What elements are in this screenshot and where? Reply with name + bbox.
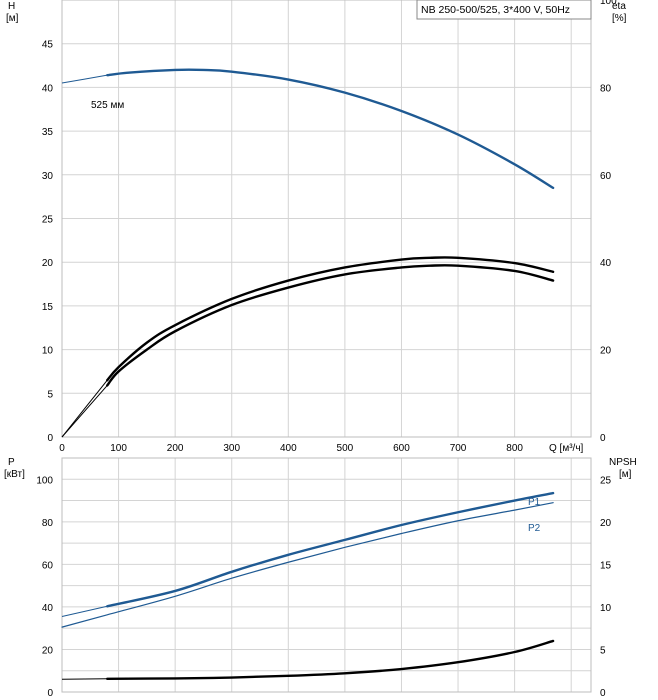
top-series-1-line bbox=[106, 256, 555, 382]
top-left-axis-label-line2: [м] bbox=[6, 13, 19, 24]
x-tick-label: 600 bbox=[393, 443, 410, 454]
x-tick-label: 200 bbox=[167, 443, 184, 454]
bottom-right-tick-label: 25 bbox=[600, 475, 612, 486]
bottom-tick-labels: 0 20 40 60 80 100 0 5 10 15 20 25 bbox=[36, 475, 611, 699]
top-series-0-extrapolated-line bbox=[61, 74, 108, 84]
top-left-tick-label: 35 bbox=[42, 127, 54, 138]
bottom-series-1-line bbox=[61, 502, 554, 628]
top-right-tick-label: 0 bbox=[600, 433, 606, 444]
top-left-tick-label: 20 bbox=[42, 258, 54, 269]
bottom-left-tick-label: 20 bbox=[42, 645, 54, 656]
x-tick-label: 400 bbox=[280, 443, 297, 454]
x-tick-label: 100 bbox=[110, 443, 127, 454]
x-tick-label: 300 bbox=[223, 443, 240, 454]
top-left-tick-label: 0 bbox=[47, 433, 53, 444]
top-right-axis-label-line2: [%] bbox=[612, 13, 627, 24]
x-tick-label: 800 bbox=[506, 443, 523, 454]
x-tick-label: 0 bbox=[59, 443, 65, 454]
top-right-axis-label-line1: eta bbox=[612, 1, 626, 12]
bottom-left-tick-label: 0 bbox=[47, 688, 53, 699]
bottom-right-axis-label-line1: NPSH bbox=[609, 457, 637, 468]
top-left-tick-label: 10 bbox=[42, 346, 54, 357]
impeller-diameter-label: 525 мм bbox=[91, 100, 124, 111]
top-left-tick-label: 15 bbox=[42, 302, 54, 313]
top-left-tick-label: 30 bbox=[42, 171, 54, 182]
top-left-tick-label: 25 bbox=[42, 215, 54, 226]
top-series-0-line bbox=[106, 68, 555, 190]
x-axis-label: Q [м³/ч] bbox=[549, 443, 584, 454]
top-left-axis-label-line1: H bbox=[8, 1, 15, 12]
top-right-tick-label: 100 bbox=[600, 0, 617, 7]
top-left-tick-label: 5 bbox=[47, 389, 53, 400]
bottom-right-tick-label: 10 bbox=[600, 603, 612, 614]
top-series-2-extrapolated-line bbox=[61, 385, 108, 438]
x-tick-label: 500 bbox=[337, 443, 354, 454]
bottom-left-axis-label-line1: P bbox=[8, 457, 15, 468]
bottom-right-tick-label: 5 bbox=[600, 645, 606, 656]
bottom-right-tick-label: 15 bbox=[600, 560, 612, 571]
p2-label: P2 bbox=[528, 523, 541, 534]
bottom-plot-frame bbox=[61, 457, 592, 693]
bottom-right-tick-label: 0 bbox=[600, 688, 606, 699]
top-right-tick-label: 20 bbox=[600, 346, 612, 357]
bottom-curves bbox=[61, 491, 555, 681]
bottom-left-tick-label: 60 bbox=[42, 560, 54, 571]
p1-label: P1 bbox=[528, 497, 541, 508]
x-tick-label: 700 bbox=[450, 443, 467, 454]
bottom-left-axis-label-line2: [кВт] bbox=[4, 469, 25, 480]
bottom-left-tick-label: 80 bbox=[42, 518, 54, 529]
top-series-2-line bbox=[106, 264, 555, 387]
bottom-left-tick-label: 40 bbox=[42, 603, 54, 614]
bottom-right-tick-label: 20 bbox=[600, 518, 612, 529]
top-left-tick-label: 45 bbox=[42, 40, 54, 51]
title-box bbox=[416, 0, 592, 20]
chart-title: NB 250-500/525, 3*400 V, 50Hz bbox=[421, 4, 570, 16]
top-right-tick-label: 60 bbox=[600, 171, 612, 182]
bottom-left-tick-label: 100 bbox=[36, 475, 53, 486]
top-right-tick-label: 80 bbox=[600, 83, 612, 94]
top-tick-labels: 0 100 200 300 400 500 600 700 800051015202530354… bbox=[42, 0, 617, 454]
top-plot-frame bbox=[61, 0, 592, 438]
bottom-series-2-line bbox=[106, 639, 555, 681]
bottom-series-0-extrapolated-line bbox=[61, 605, 108, 617]
top-right-tick-label: 40 bbox=[600, 258, 612, 269]
bottom-series-0-line bbox=[106, 491, 555, 608]
bottom-right-axis-label-line2: [м] bbox=[619, 469, 632, 480]
top-left-tick-label: 40 bbox=[42, 83, 54, 94]
top-curves bbox=[61, 68, 555, 438]
